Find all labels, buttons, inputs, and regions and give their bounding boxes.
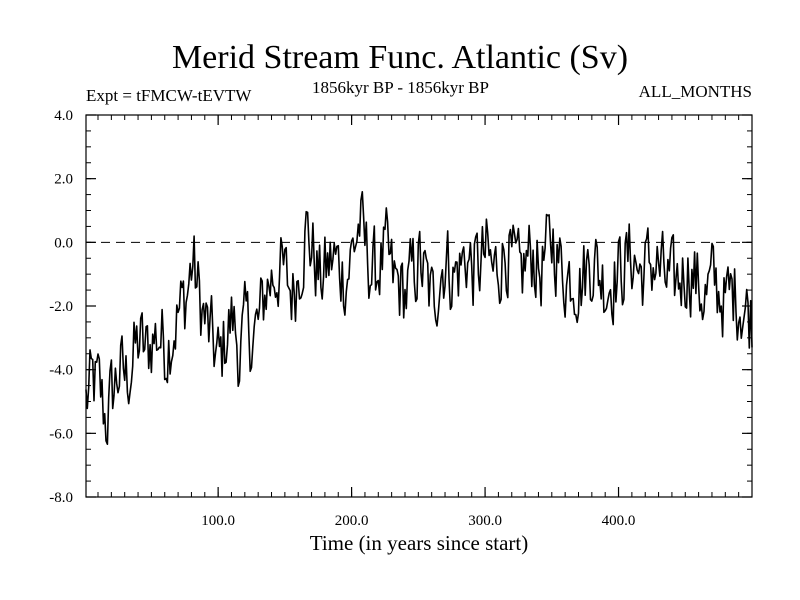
series-layer (85, 191, 753, 446)
axes: 4.0 2.0 0.0 -2.0 -4.0 -6.0 -8.0 100.0 200.0 300.0… (49, 108, 753, 529)
y-tick-label: -8.0 (49, 490, 73, 506)
chart-title: Merid Stream Func. Atlantic (Sv) (171, 39, 629, 76)
x-tick-label: 400.0 (602, 513, 636, 529)
y-tick-label: 0.0 (54, 235, 73, 251)
y-tick-label: -4.0 (49, 363, 73, 379)
x-tick-label: 300.0 (468, 513, 502, 529)
experiment-label: Expt = tFMCW-tEVTW (86, 86, 252, 105)
y-tick-label: 2.0 (54, 172, 73, 188)
x-tick-label: 100.0 (201, 513, 235, 529)
y-tick-label: -6.0 (49, 426, 73, 442)
months-label: ALL_MONTHS (638, 82, 752, 101)
period-subtitle: 1856kyr BP - 1856kyr BP (312, 78, 489, 97)
x-tick-label: 200.0 (335, 513, 369, 529)
y-tick-label: 4.0 (54, 108, 73, 124)
series-line (85, 191, 753, 446)
y-tick-label: -2.0 (49, 299, 73, 315)
x-axis-label: Time (in years since start) (310, 531, 529, 555)
